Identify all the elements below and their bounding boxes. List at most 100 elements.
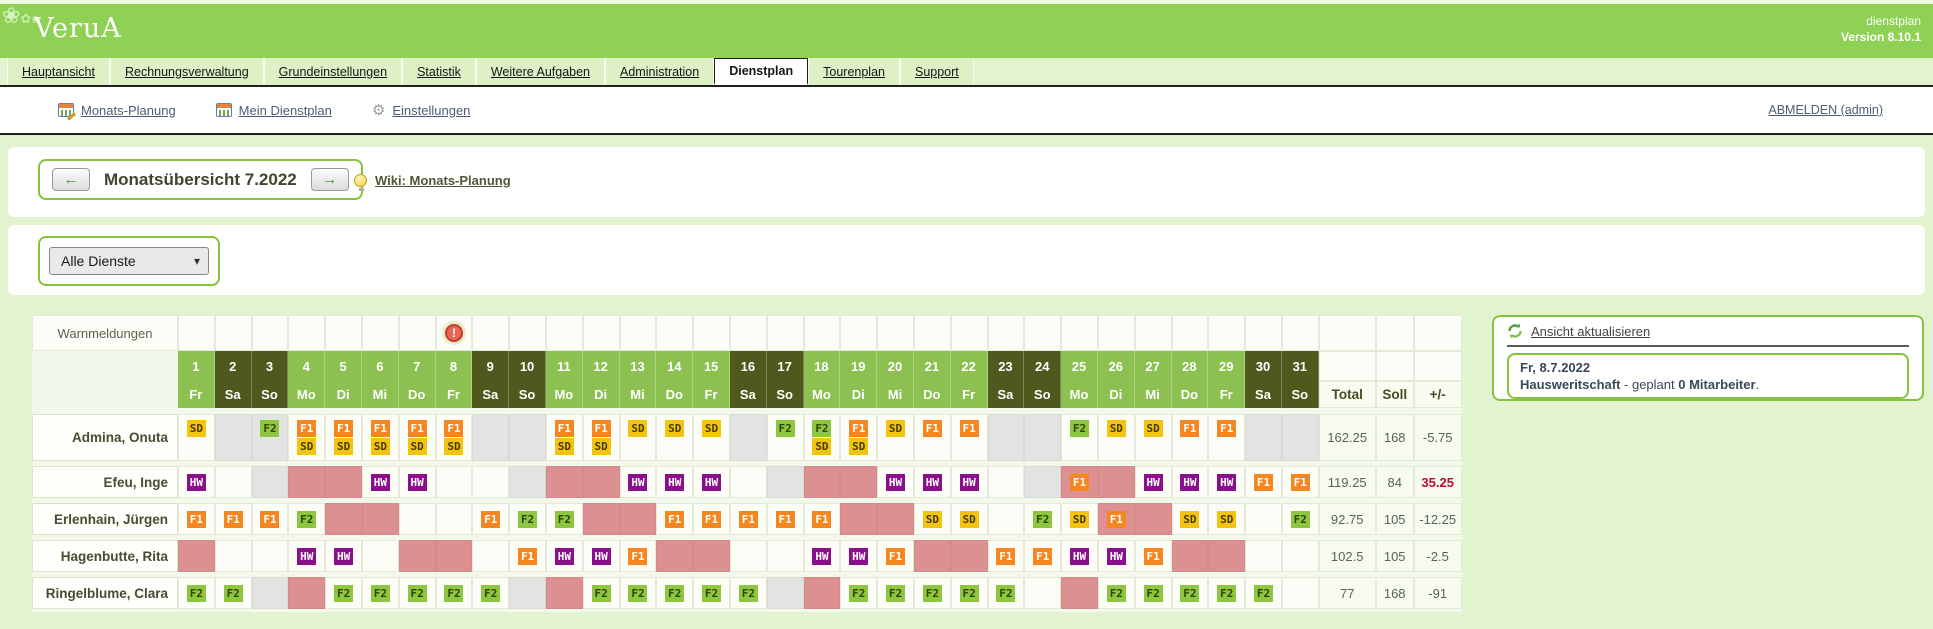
day-cell-18[interactable]: F2 SD xyxy=(803,414,841,461)
shift-badge-f1[interactable]: F1 xyxy=(959,420,979,437)
shift-badge-f1[interactable]: F1 xyxy=(370,420,390,437)
shift-badge-f1[interactable]: F1 xyxy=(849,420,869,437)
day-cell-21[interactable]: F1 xyxy=(913,414,951,461)
shift-badge-sd[interactable]: SD xyxy=(812,438,832,455)
shift-badge-hw[interactable]: HW xyxy=(849,547,869,565)
shift-badge-f1[interactable]: F1 xyxy=(481,510,501,528)
day-cell-8[interactable] xyxy=(435,503,473,535)
shift-badge-f2[interactable]: F2 xyxy=(297,510,317,528)
day-cell-1[interactable]: F1 xyxy=(178,503,215,535)
day-cell-6[interactable]: F2 xyxy=(361,577,399,609)
subnav-link-mein-dienstplan[interactable]: Mein Dienstplan xyxy=(238,102,332,118)
day-cell-13[interactable]: F2 xyxy=(619,577,657,609)
day-cell-7[interactable] xyxy=(398,503,436,535)
day-cell-7[interactable] xyxy=(398,540,436,572)
shift-badge-f2[interactable]: F2 xyxy=(1143,584,1163,602)
shift-badge-hw[interactable]: HW xyxy=(628,473,648,491)
day-cell-7[interactable]: F2 xyxy=(398,577,436,609)
shift-badge-sd[interactable]: SD xyxy=(407,438,427,455)
shift-badge-f1[interactable]: F1 xyxy=(812,510,832,528)
day-cell-28[interactable]: F2 xyxy=(1171,577,1209,609)
day-cell-29[interactable]: SD xyxy=(1208,503,1246,535)
day-cell-25[interactable]: F1 xyxy=(1061,466,1098,498)
shift-badge-f1[interactable]: F1 xyxy=(775,510,795,528)
shift-badge-f1[interactable]: F1 xyxy=(996,547,1016,565)
day-cell-10[interactable] xyxy=(509,577,546,609)
day-cell-25[interactable]: SD xyxy=(1061,503,1098,535)
day-cell-9[interactable] xyxy=(472,466,510,498)
day-cell-12[interactable]: HW xyxy=(582,540,620,572)
shift-badge-hw[interactable]: HW xyxy=(591,547,611,565)
day-cell-31[interactable] xyxy=(1281,540,1319,572)
day-cell-15[interactable]: F1 xyxy=(693,503,730,535)
shift-badge-f1[interactable]: F1 xyxy=(886,547,906,565)
day-cell-4[interactable]: F2 xyxy=(288,503,326,535)
day-cell-12[interactable] xyxy=(582,503,620,535)
day-cell-2[interactable] xyxy=(214,540,252,572)
day-cell-16[interactable]: F2 xyxy=(729,577,767,609)
next-month-button[interactable]: → xyxy=(310,168,349,191)
day-cell-30[interactable]: F1 xyxy=(1245,466,1282,498)
day-cell-5[interactable]: F2 xyxy=(325,577,362,609)
logout-link[interactable]: ABMELDEN (admin) xyxy=(1768,103,1883,117)
day-cell-5[interactable]: HW xyxy=(325,540,362,572)
day-cell-14[interactable]: SD xyxy=(656,414,694,461)
shift-badge-f2[interactable]: F2 xyxy=(186,584,206,602)
shift-badge-f1[interactable]: F1 xyxy=(1070,473,1090,491)
day-cell-8[interactable] xyxy=(435,466,473,498)
day-cell-3[interactable] xyxy=(251,466,289,498)
day-cell-3[interactable] xyxy=(251,577,289,609)
shift-badge-f2[interactable]: F2 xyxy=(223,584,243,602)
shift-badge-f1[interactable]: F1 xyxy=(186,510,206,528)
day-cell-17[interactable] xyxy=(766,466,804,498)
tab-administration[interactable]: Administration xyxy=(605,58,715,85)
day-cell-24[interactable] xyxy=(1024,466,1062,498)
shift-badge-f2[interactable]: F2 xyxy=(775,420,795,437)
day-cell-1[interactable] xyxy=(178,540,215,572)
shift-badge-hw[interactable]: HW xyxy=(959,473,979,491)
shift-badge-f1[interactable]: F1 xyxy=(334,420,354,437)
subnav-link-einstellungen[interactable]: Einstellungen xyxy=(392,102,471,118)
day-cell-7[interactable]: F1 SD xyxy=(398,414,436,461)
day-cell-27[interactable]: F2 xyxy=(1134,577,1172,609)
day-cell-13[interactable]: SD xyxy=(619,414,657,461)
shift-badge-hw[interactable]: HW xyxy=(1070,547,1090,565)
day-cell-8[interactable]: F1 SD xyxy=(435,414,473,461)
shift-badge-f1[interactable]: F1 xyxy=(554,420,574,437)
day-cell-4[interactable] xyxy=(288,466,326,498)
day-cell-10[interactable] xyxy=(509,414,546,461)
shift-badge-f2[interactable]: F2 xyxy=(702,584,722,602)
shift-badge-f2[interactable]: F2 xyxy=(1217,584,1237,602)
shift-badge-f2[interactable]: F2 xyxy=(1290,510,1310,528)
day-cell-24[interactable]: F2 xyxy=(1024,503,1062,535)
day-cell-26[interactable]: F1 xyxy=(1097,503,1135,535)
tab-statistik[interactable]: Statistik xyxy=(402,58,476,85)
service-filter-select[interactable]: Alle Dienste ▾ xyxy=(49,247,209,275)
day-cell-18[interactable] xyxy=(803,466,841,498)
day-cell-22[interactable]: SD xyxy=(950,503,988,535)
day-cell-19[interactable]: F1 SD xyxy=(840,414,878,461)
day-cell-19[interactable] xyxy=(840,503,878,535)
day-cell-19[interactable]: HW xyxy=(840,540,878,572)
shift-badge-sd[interactable]: SD xyxy=(922,510,942,528)
shift-badge-sd[interactable]: SD xyxy=(297,438,317,455)
day-cell-29[interactable]: F1 xyxy=(1208,414,1246,461)
day-cell-2[interactable]: F1 xyxy=(214,503,252,535)
day-cell-9[interactable]: F2 xyxy=(472,577,510,609)
day-cell-17[interactable] xyxy=(766,577,804,609)
day-cell-31[interactable] xyxy=(1281,414,1319,461)
day-cell-23[interactable] xyxy=(987,503,1025,535)
wiki-link[interactable]: Wiki: Monats-Planung xyxy=(375,173,511,188)
day-cell-27[interactable]: F1 xyxy=(1134,540,1172,572)
day-cell-3[interactable] xyxy=(251,540,289,572)
day-cell-29[interactable] xyxy=(1208,540,1246,572)
shift-badge-sd[interactable]: SD xyxy=(1217,510,1237,528)
shift-badge-hw[interactable]: HW xyxy=(407,473,427,491)
day-cell-11[interactable]: F2 xyxy=(545,503,583,535)
day-cell-14[interactable]: F1 xyxy=(656,503,694,535)
tab-weitere-aufgaben[interactable]: Weitere Aufgaben xyxy=(475,58,606,85)
day-cell-28[interactable]: SD xyxy=(1171,503,1209,535)
day-cell-16[interactable] xyxy=(729,414,767,461)
shift-badge-sd[interactable]: SD xyxy=(665,420,685,437)
day-cell-4[interactable]: HW xyxy=(288,540,326,572)
